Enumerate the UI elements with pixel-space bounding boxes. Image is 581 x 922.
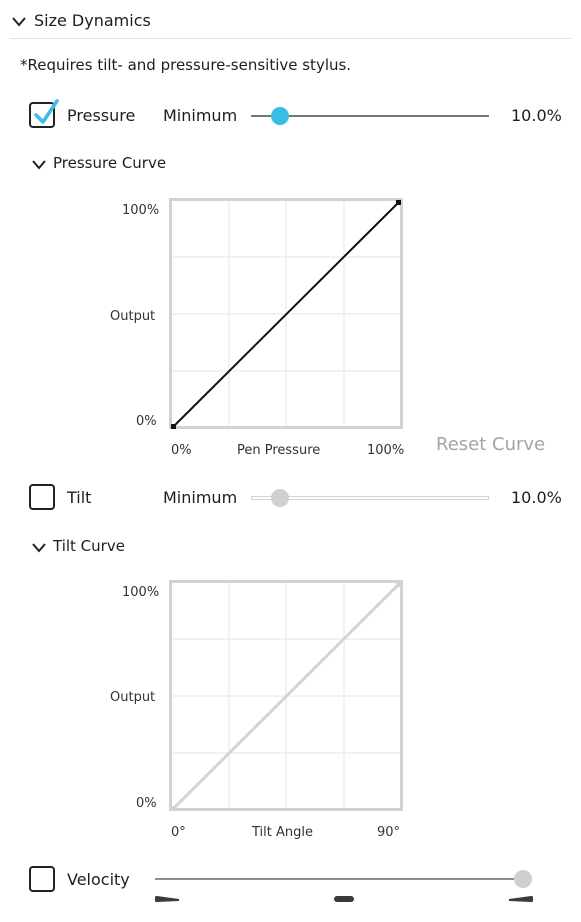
- section-divider: [10, 38, 572, 39]
- pressure-label: Pressure: [67, 106, 136, 125]
- taper-mark-icon: [509, 896, 533, 902]
- y-axis-max-label: 100%: [122, 585, 160, 600]
- tilt-minimum-value: 10.0%: [511, 488, 562, 507]
- curve-start-handle[interactable]: [171, 424, 176, 429]
- slider-thumb[interactable]: [271, 107, 289, 125]
- pressure-curve-line: [172, 201, 400, 428]
- x-axis-label: Tilt Angle: [252, 825, 313, 840]
- x-axis-min-label: 0°: [171, 825, 186, 840]
- stylus-note: *Requires tilt- and pressure-sensitive s…: [20, 56, 352, 74]
- velocity-label: Velocity: [67, 870, 130, 889]
- tilt-checkbox[interactable]: [29, 484, 55, 510]
- tilt-minimum-label: Minimum: [163, 488, 238, 507]
- slider-track: [251, 115, 489, 117]
- slider-thumb[interactable]: [271, 489, 289, 507]
- x-axis-label: Pen Pressure: [237, 443, 321, 458]
- taper-mark-icon: [334, 896, 354, 902]
- pressure-curve-graph[interactable]: [169, 198, 403, 429]
- pressure-curve-title: Pressure Curve: [53, 154, 167, 172]
- y-axis-min-label: 0%: [136, 796, 157, 811]
- curve-end-handle[interactable]: [396, 200, 401, 205]
- y-axis-min-label: 0%: [136, 414, 157, 429]
- pressure-minimum-label: Minimum: [163, 106, 238, 125]
- reset-curve-button[interactable]: Reset Curve: [436, 434, 546, 455]
- section-title: Size Dynamics: [34, 11, 151, 30]
- tilt-label: Tilt: [67, 488, 92, 507]
- pressure-checkbox[interactable]: [29, 99, 59, 128]
- chevron-down-icon: [12, 17, 26, 27]
- tilt-curve-line: [171, 582, 401, 811]
- chevron-down-icon: [32, 543, 46, 553]
- x-axis-max-label: 100%: [367, 443, 405, 458]
- slider-track: [251, 496, 489, 500]
- y-axis-label: Output: [110, 309, 156, 324]
- y-axis-max-label: 100%: [122, 203, 160, 218]
- checkmark-icon: [34, 99, 59, 124]
- chevron-down-icon: [32, 160, 46, 170]
- taper-mark-icon: [155, 896, 179, 902]
- x-axis-min-label: 0%: [171, 443, 192, 458]
- pressure-minimum-value: 10.0%: [511, 106, 562, 125]
- tilt-curve-graph: [169, 580, 403, 811]
- curve-start-handle: [171, 806, 176, 811]
- curve-end-handle: [396, 582, 401, 587]
- x-axis-max-label: 90°: [377, 825, 401, 840]
- y-axis-label: Output: [110, 690, 156, 705]
- velocity-checkbox[interactable]: [29, 866, 55, 892]
- tilt-curve-title: Tilt Curve: [53, 537, 125, 555]
- slider-thumb[interactable]: [514, 870, 532, 888]
- slider-track: [155, 878, 523, 880]
